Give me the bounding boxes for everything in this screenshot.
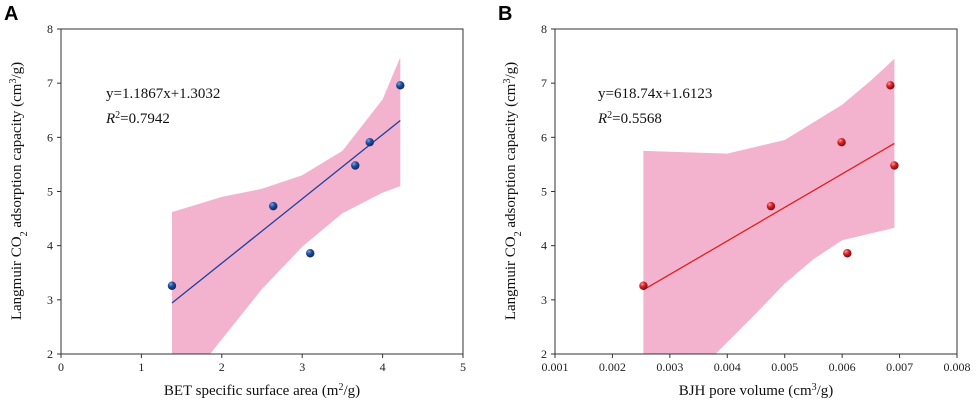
- regression-line-b: [643, 142, 895, 291]
- x-ticks-b: 0.001 0.002 0.003 0.004 0.005 0.006 0.007 0.008: [542, 354, 971, 374]
- y-tick-label: 7: [541, 76, 547, 90]
- data-point: [351, 161, 360, 170]
- y-tick-label: 4: [541, 239, 547, 253]
- y-tick-label: 3: [47, 293, 53, 307]
- data-point: [843, 249, 852, 258]
- data-points-a: [167, 81, 405, 290]
- y-tick-label: 5: [541, 185, 547, 199]
- confidence-band-a: [172, 57, 401, 354]
- data-point: [639, 281, 648, 290]
- x-tick-label: 0.007: [886, 360, 913, 374]
- y-tick-label: 5: [47, 185, 53, 199]
- x-tick-label: 2: [219, 360, 225, 374]
- y-tick-label: 8: [541, 22, 547, 36]
- x-axis-title-a: BET specific surface area (m2/g): [164, 382, 360, 400]
- data-point: [886, 81, 895, 90]
- x-tick-label: 5: [460, 360, 466, 374]
- y-tick-label: 8: [47, 22, 53, 36]
- equation-a: y=1.1867x+1.3032: [106, 86, 220, 102]
- y-tick-label: 2: [47, 347, 53, 361]
- x-ticks-a: 0 1 2 3 4 5: [58, 354, 466, 374]
- r-squared-b: R2=0.5568: [597, 110, 662, 128]
- x-tick-label: 0.001: [542, 360, 569, 374]
- data-point: [365, 138, 374, 147]
- x-tick-label: 3: [299, 360, 305, 374]
- y-ticks-b: 2 3 4 5 6 7 8: [541, 22, 555, 361]
- x-tick-label: 0.002: [599, 360, 626, 374]
- data-point: [890, 161, 899, 170]
- data-point: [396, 81, 405, 90]
- panel-b: B 0.001 0.002 0.003 0.004 0.005 0.006 0.007 0.0…: [498, 3, 971, 399]
- x-tick-label: 0: [58, 360, 64, 374]
- x-axis-title-b: BJH pore volume (cm3/g): [679, 382, 834, 400]
- x-tick-label: 0.003: [656, 360, 683, 374]
- data-point: [167, 281, 177, 290]
- regression-line-a: [171, 119, 401, 304]
- data-points-b: [639, 81, 899, 290]
- y-tick-label: 6: [47, 130, 53, 144]
- panel-a: A 0 1 2 3 4 5 2 3 4 5 6 7 8 y=1.1867x+1.3032 R2=0.7…: [4, 3, 466, 399]
- x-tick-label: 4: [380, 360, 386, 374]
- y-axis-title-a: Langmuir CO2 adsorption capacity (cm3/g): [8, 62, 30, 320]
- data-point: [766, 201, 776, 211]
- y-ticks-a: 2 3 4 5 6 7 8: [47, 22, 61, 361]
- x-tick-label: 1: [138, 360, 144, 374]
- y-tick-label: 2: [541, 347, 547, 361]
- y-tick-label: 7: [47, 76, 53, 90]
- data-point: [269, 201, 278, 211]
- panel-letter-a: A: [4, 3, 18, 25]
- y-tick-label: 4: [47, 239, 53, 253]
- y-axis-title-b: Langmuir CO2 adsorption capacity (cm3/g): [502, 62, 524, 320]
- r-squared-a: R2=0.7942: [105, 110, 170, 128]
- y-tick-label: 3: [541, 293, 547, 307]
- equation-b: y=618.74x+1.6123: [598, 86, 712, 102]
- x-tick-label: 0.008: [944, 360, 971, 374]
- x-tick-label: 0.006: [829, 360, 856, 374]
- x-tick-label: 0.004: [714, 360, 741, 374]
- data-point: [837, 138, 846, 147]
- data-point: [306, 249, 315, 258]
- x-tick-label: 0.005: [771, 360, 798, 374]
- y-tick-label: 6: [541, 130, 547, 144]
- panel-letter-b: B: [498, 3, 512, 25]
